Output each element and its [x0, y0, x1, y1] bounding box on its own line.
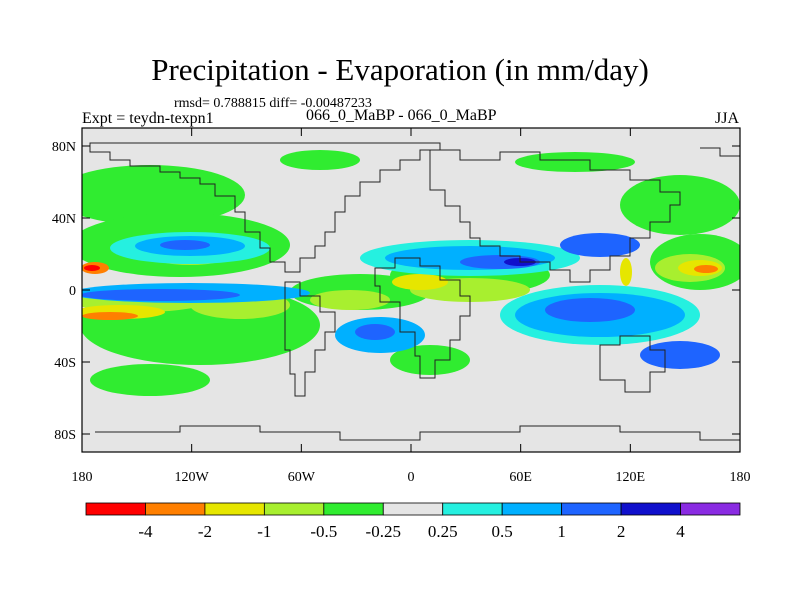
colorbar-label: -1: [257, 522, 271, 541]
colorbar-swatch: [382, 502, 444, 516]
experiment-label: Expt = teydn-texpn1: [82, 110, 214, 127]
colorbar-label: 0.25: [428, 522, 458, 541]
colorbar-label: 1: [557, 522, 566, 541]
longitude-ticks: 180 120W 60W 0 60E 120E 180: [72, 128, 751, 485]
colorbar-swatch: [204, 502, 265, 516]
colorbar-swatch: [145, 502, 206, 516]
experiment-names: 066_0_MaBP - 066_0_MaBP: [306, 107, 497, 124]
colorbar-label: 4: [676, 522, 685, 541]
colorbar-swatch: [85, 502, 146, 516]
colorbar-swatch: [561, 502, 622, 516]
lon-tick-label: 180: [72, 470, 93, 485]
lat-tick-label: 80S: [54, 428, 76, 443]
stats-text: rmsd= 0.788815 diff= -0.00487233: [174, 96, 372, 111]
colorbar-swatch: [620, 502, 681, 516]
colorbar-label: -0.5: [310, 522, 337, 541]
lat-tick-label: 0: [69, 284, 76, 299]
colorbar-swatch: [323, 502, 384, 516]
colorbar-swatch: [501, 502, 563, 516]
map-panel: [82, 128, 740, 452]
field-positive: [82, 232, 720, 369]
colorbar-label: -2: [198, 522, 212, 541]
colorbar-label: 0.5: [492, 522, 513, 541]
lon-tick-label: 120E: [616, 470, 646, 485]
lat-tick-label: 40S: [54, 356, 76, 371]
latitude-ticks: 80N 40N 0 40S 80S: [52, 140, 740, 443]
lon-tick-label: 0: [408, 470, 415, 485]
colorbar-swatch: [263, 502, 325, 516]
colorbar-label: -4: [138, 522, 153, 541]
colorbar-label: 2: [617, 522, 626, 541]
field-negative-warm: [82, 258, 722, 320]
colorbar: -4 -2 -1 -0.5 -0.25 0.25 0.5 1 2 4: [85, 502, 741, 541]
plot-title: Precipitation - Evaporation (in mm/day): [151, 52, 649, 87]
lat-tick-label: 80N: [52, 140, 76, 155]
season-label: JJA: [715, 110, 740, 127]
lon-tick-label: 60E: [509, 470, 532, 485]
lon-tick-label: 60W: [288, 470, 316, 485]
continent-outlines: [89, 142, 740, 441]
colorbar-swatch: [442, 502, 503, 516]
lat-tick-label: 40N: [52, 212, 76, 227]
lon-tick-label: 120W: [175, 470, 210, 485]
colorbar-swatch: [680, 502, 741, 516]
lon-tick-label: 180: [730, 470, 751, 485]
colorbar-label: -0.25: [366, 522, 401, 541]
